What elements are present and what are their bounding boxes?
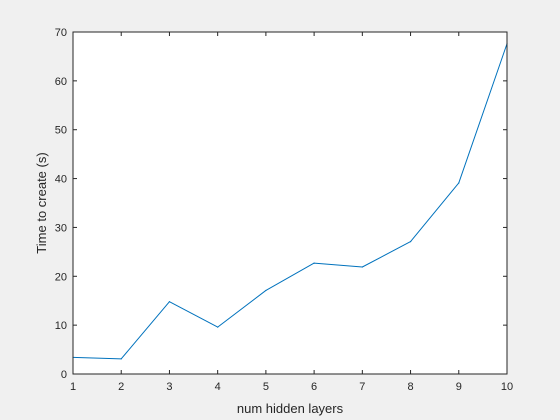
y-axis-label: Time to create (s) [34,152,49,253]
series-0-point-4 [265,289,267,292]
series-0-point-2 [168,301,171,303]
y-tick-label: 70 [55,27,67,39]
x-axis-label: num hidden layers [237,401,344,416]
series-0-point-6 [361,266,363,268]
y-tick-label: 20 [55,271,67,283]
series-0-point-5 [313,262,315,264]
series-0-point-1 [120,358,122,360]
y-tick-label: 30 [55,222,67,234]
x-tick-label: 2 [118,381,124,393]
y-tick-label: 40 [55,174,67,186]
x-tick-label: 3 [166,381,172,393]
x-tick-label: 7 [359,381,365,393]
x-tick-label: 5 [263,381,269,393]
x-tick-label: 6 [311,381,317,393]
x-tick-label: 10 [501,381,513,393]
y-tick-label: 0 [61,369,67,381]
y-tick-label: 60 [55,76,67,88]
series-0-point-8 [458,182,460,184]
series-0-point-7 [409,241,412,243]
series-0-line [72,43,508,360]
axes-box [72,31,508,375]
x-tick-label: 4 [215,381,221,393]
ticks-layer: 1 2 3 4 5 6 7 8 9 10 0 10 20 30 40 50 60 70 [55,27,513,393]
y-tick-label: 50 [55,125,67,137]
x-tick-label: 9 [456,381,462,393]
series-0-point-3 [217,326,219,328]
x-tick-label: 8 [407,381,413,393]
plot-area [73,32,507,374]
axes-layer [72,31,508,375]
y-tick-label: 10 [55,320,67,332]
x-tick-label: 1 [70,381,76,393]
